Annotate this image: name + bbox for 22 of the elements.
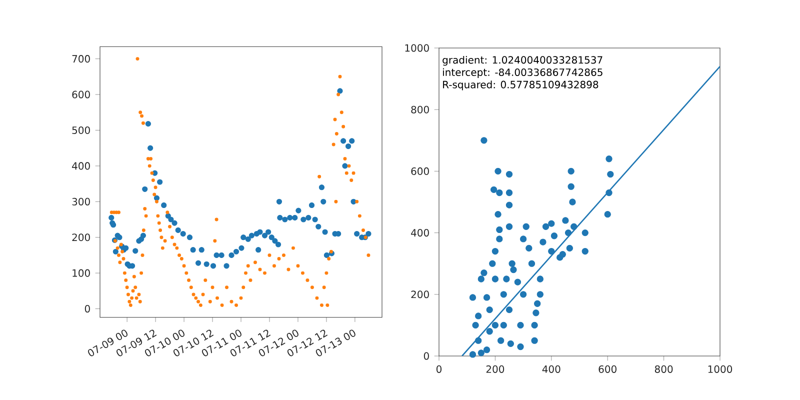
y-tick-label: 200 [411, 290, 429, 298]
y-tick-label: 1000 [405, 44, 429, 52]
y-tick-label: 600 [72, 90, 90, 98]
annotation: gradient: 1.0240040033281537 [442, 56, 602, 66]
annotation: R-squared: 0.57785109432898 [443, 80, 598, 90]
x-tick-label: 800 [654, 365, 673, 373]
x-tick-label: 1000 [708, 365, 732, 373]
y-tick-label: 400 [411, 229, 429, 237]
y-tick-label: 0 [84, 304, 90, 313]
y-tick-label: 700 [72, 55, 90, 63]
y-tick-label: 600 [411, 167, 429, 175]
x-tick-label: 600 [598, 365, 616, 373]
x-tick-label: 0 [436, 365, 442, 373]
x-tick-label: 400 [542, 365, 560, 373]
y-tick-label: 300 [72, 198, 90, 206]
x-tick-label: 200 [486, 365, 504, 373]
y-tick-label: 500 [72, 126, 90, 134]
y-tick-label: 400 [72, 162, 90, 170]
annotation: intercept: -84.00336867742865 [443, 68, 602, 78]
y-tick-label: 800 [411, 106, 429, 114]
y-tick-label: 100 [72, 269, 90, 277]
y-tick-label: 200 [72, 234, 90, 242]
